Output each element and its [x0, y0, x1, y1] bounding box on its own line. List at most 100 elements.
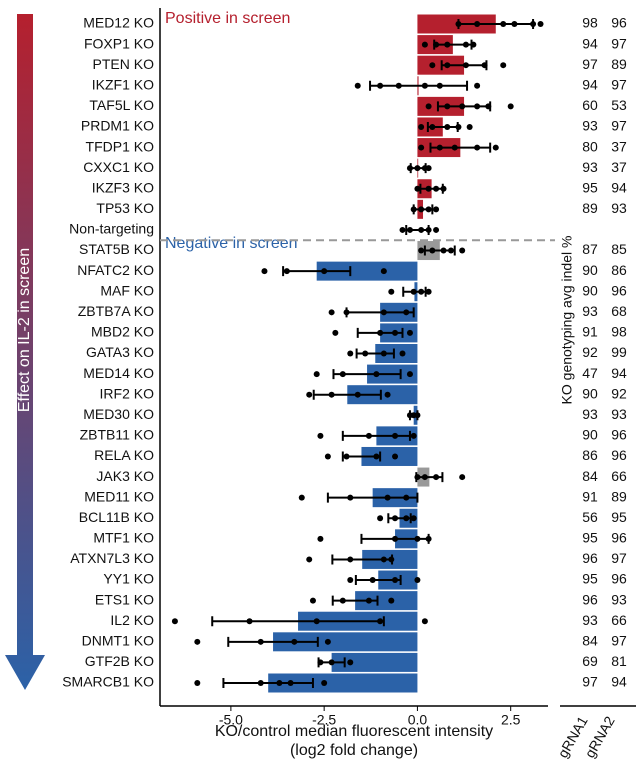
grna1-value: 93	[582, 406, 598, 422]
y-tick-label: RELA KO	[94, 447, 154, 463]
y-tick-label: IRF2 KO	[100, 385, 155, 401]
bar	[273, 632, 418, 652]
data-point	[414, 474, 421, 481]
y-tick-label: MED11 KO	[84, 488, 154, 504]
grna1-value: 56	[582, 509, 598, 525]
data-point	[298, 494, 305, 501]
grna2-value: 66	[611, 468, 627, 484]
data-point	[313, 371, 320, 378]
grna1-value: 93	[582, 303, 598, 319]
data-point	[365, 432, 372, 439]
data-point	[433, 41, 440, 48]
arrow-label: Effect on IL-2 in screen	[16, 248, 33, 412]
data-point	[257, 638, 264, 645]
data-point	[246, 618, 253, 625]
data-point	[492, 144, 499, 151]
x-tick-label: 0.0	[408, 712, 428, 728]
error-bar	[312, 389, 382, 400]
grna2-value: 66	[611, 612, 627, 628]
data-point	[507, 103, 514, 110]
grna2-value: 96	[611, 571, 627, 587]
grna2-value: 96	[611, 15, 627, 31]
data-point	[347, 659, 354, 666]
data-point	[392, 515, 399, 522]
grna1-value: 80	[582, 138, 598, 154]
grna1-value: 96	[582, 591, 598, 607]
data-point	[466, 123, 473, 130]
data-point	[388, 597, 395, 604]
data-point	[433, 474, 440, 481]
data-point	[399, 226, 406, 233]
grna1-value: 60	[582, 97, 598, 113]
grna2-value: 94	[611, 365, 627, 381]
grna2-value: 97	[611, 550, 627, 566]
grna1-value: 95	[582, 530, 598, 546]
data-point	[328, 659, 335, 666]
data-point	[347, 577, 354, 584]
y-tick-label: YY1 KO	[103, 571, 154, 587]
data-point	[403, 309, 410, 316]
x-axis-label: KO/control median fluorescent intensity	[215, 723, 493, 740]
grna1-value: 90	[582, 427, 598, 443]
data-point	[309, 597, 316, 604]
y-tick-label: NFATC2 KO	[77, 262, 154, 278]
data-point	[306, 391, 313, 398]
grna1-value: 69	[582, 653, 598, 669]
data-point	[410, 432, 417, 439]
genotyping-label: KO genotyping avg indel %	[559, 236, 575, 405]
data-point	[347, 350, 354, 357]
data-point	[380, 309, 387, 316]
grna1-value: 96	[582, 550, 598, 566]
data-point	[328, 309, 335, 316]
grna1-value: 93	[582, 118, 598, 134]
grna2-value: 68	[611, 303, 627, 319]
data-point	[425, 165, 432, 172]
y-tick-label: DNMT1 KO	[82, 633, 154, 649]
data-point	[418, 206, 425, 213]
data-point	[380, 268, 387, 275]
data-point	[425, 103, 432, 110]
data-point	[328, 391, 335, 398]
data-point	[287, 680, 294, 686]
data-point	[448, 247, 454, 254]
grna1-value: 84	[582, 468, 598, 484]
data-point	[343, 453, 350, 460]
grna1-value: 91	[582, 324, 598, 340]
y-tick-label: MTF1 KO	[93, 530, 154, 546]
data-point	[433, 206, 440, 213]
error-bar	[211, 616, 385, 627]
grna2-value: 93	[611, 591, 627, 607]
grna1-value: 95	[582, 179, 598, 195]
data-point	[436, 82, 443, 89]
data-point	[377, 329, 384, 336]
grna2-value: 97	[611, 633, 627, 649]
data-point	[276, 680, 283, 686]
y-tick-label: PTEN KO	[93, 56, 155, 72]
grna1-value: 91	[582, 488, 598, 504]
data-point	[354, 82, 361, 89]
data-point	[470, 41, 477, 48]
x-tick-label: -5.0	[219, 712, 243, 728]
negative-label: Negative in screen	[165, 235, 298, 252]
data-point	[425, 288, 432, 295]
bar	[347, 385, 418, 405]
y-tick-label: CXXC1 KO	[83, 159, 154, 175]
data-point	[410, 515, 417, 522]
y-tick-label: ATXN7L3 KO	[70, 550, 154, 566]
data-point	[347, 556, 354, 563]
data-point	[343, 309, 350, 316]
error-bar	[326, 492, 419, 503]
data-point	[425, 535, 432, 542]
grna2-value: 81	[611, 653, 627, 669]
y-tick-label: TP53 KO	[96, 200, 154, 216]
data-point	[347, 494, 354, 501]
grna2-value: 89	[611, 56, 627, 72]
data-point	[257, 680, 264, 686]
grna1-value: 87	[582, 241, 598, 257]
data-point	[392, 329, 399, 336]
grna2-value: 99	[611, 344, 627, 360]
data-point	[440, 247, 447, 254]
grna2-value: 86	[611, 262, 627, 278]
grna2-value: 97	[611, 35, 627, 51]
